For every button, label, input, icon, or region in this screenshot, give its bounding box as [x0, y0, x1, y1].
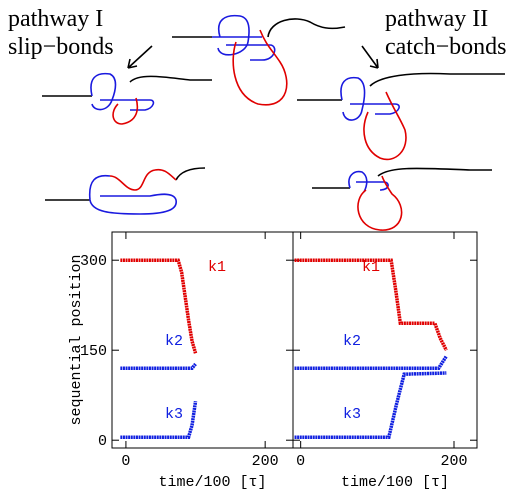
knot-tail	[42, 75, 212, 97]
arrow	[361, 45, 379, 69]
series-line	[120, 362, 197, 370]
arrow	[127, 45, 153, 69]
knot-tail	[312, 167, 492, 189]
series-label: k1	[208, 259, 226, 276]
series-label: k1	[362, 259, 380, 276]
series-label: k3	[165, 406, 183, 423]
knot-loop	[363, 91, 407, 161]
series-label: k3	[343, 406, 361, 423]
knot-loop	[112, 97, 139, 125]
series-line	[294, 355, 448, 370]
knot-loop	[357, 175, 403, 231]
y-tick-label: 0	[98, 433, 107, 450]
knot-loop	[340, 76, 400, 121]
knot-loop	[232, 29, 288, 106]
x-tick-label: 0	[121, 453, 130, 470]
y-tick-label: 300	[80, 253, 107, 270]
series-line	[294, 258, 448, 351]
x-axis-label: time/100 [τ]	[158, 474, 266, 490]
knot-loop	[348, 170, 389, 193]
pathway-title: pathway II	[385, 6, 488, 32]
x-tick-label: 200	[440, 453, 467, 470]
plot-frame	[292, 231, 478, 449]
knot-tail	[45, 167, 206, 201]
series-line	[294, 371, 447, 439]
pathway-subtitle: slip−bonds	[8, 34, 114, 60]
series-label: k2	[343, 333, 361, 350]
knot-loop	[90, 72, 155, 111]
series-line	[120, 400, 198, 439]
knot-diagrams	[42, 14, 505, 231]
series-label: k2	[165, 333, 183, 350]
y-tick-label: 150	[80, 343, 107, 360]
x-tick-label: 0	[296, 453, 305, 470]
series-line	[120, 258, 198, 354]
pathway-title: pathway I	[8, 6, 103, 32]
knot-loop	[88, 174, 177, 215]
x-axis-label: time/100 [τ]	[341, 474, 449, 490]
x-tick-label: 200	[252, 453, 279, 470]
knot-tail	[172, 18, 346, 38]
knot-loop	[109, 168, 177, 191]
y-axis-label: sequential position	[68, 254, 85, 425]
knot-loop	[212, 14, 276, 61]
pathway-subtitle: catch−bonds	[385, 34, 507, 60]
plot-frame	[111, 231, 294, 449]
knot-tail	[297, 72, 505, 101]
